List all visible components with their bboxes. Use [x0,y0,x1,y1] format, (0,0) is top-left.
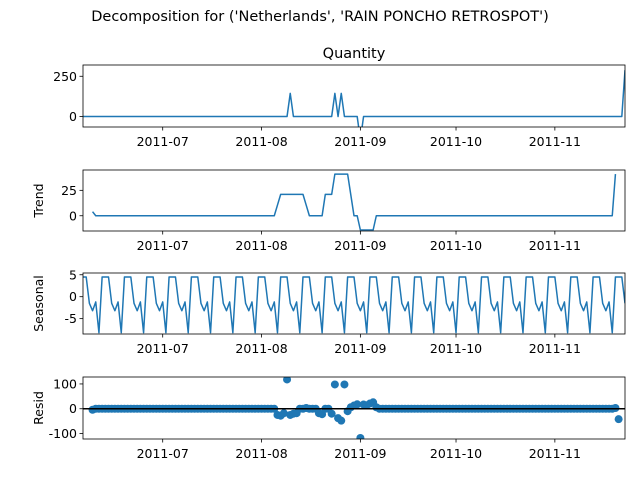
x-tick-label: 2011-07 [137,341,189,356]
axes-frame-trend [82,169,626,232]
x-tick-label: 2011-11 [529,134,581,149]
plot-area-seasonal [83,276,625,334]
panel-seasonal: -5 0 5 2011-07 2011-08 2011-09 2011-10 2011-11 S… [31,267,626,356]
panel-resid: -100 0 100 2011-07 2011-08 2011-09 2011-10 2011… [31,376,626,461]
x-tick-label: 2011-10 [430,238,482,253]
y-tick-label: 25 [61,183,77,198]
y-axis-label: Seasonal [31,275,46,332]
plot-area-quantity [83,70,625,127]
x-tick-label: 2011-09 [334,134,386,149]
resid-point [356,434,365,439]
x-tick-label: 2011-09 [334,341,386,356]
x-tick-label: 2011-08 [235,134,287,149]
y-tick-label: 100 [53,376,77,391]
y-tick-label: 5 [69,267,77,282]
resid-point [327,409,336,418]
resid-point [340,380,349,389]
y-tick-label: 0 [69,289,77,304]
resid-point [283,377,292,384]
seasonal-line [83,276,625,334]
x-tick-label: 2011-08 [235,446,287,461]
axes-title: Quantity [323,46,386,62]
axes-frame-resid [82,376,626,440]
x-tick-label: 2011-07 [137,134,189,149]
x-tick-label: 2011-09 [334,446,386,461]
axes-frame-quantity [82,64,626,128]
y-tick-label: 0 [69,401,77,416]
panel-trend: 0 25 2011-07 2011-08 2011-09 2011-10 2011-11 Tr… [31,169,626,253]
y-tick-label: 250 [53,69,77,84]
resid-point [279,409,288,418]
quantity-line [83,70,625,127]
x-tick-label: 2011-09 [334,238,386,253]
resid-point [614,415,623,424]
y-tick-label: -100 [49,426,77,441]
y-tick-label: -5 [65,311,77,326]
x-tick-label: 2011-11 [529,446,581,461]
y-tick-label: 0 [69,109,77,124]
plot-area-trend [91,173,617,231]
resid-point [337,416,346,425]
y-axis-label: Resid [31,391,46,425]
plot-area-resid [88,377,623,439]
y-tick-label: 0 [69,208,77,223]
x-tick-label: 2011-11 [529,238,581,253]
trend-line [91,173,617,231]
resid-point [353,400,362,409]
panel-quantity: 0 250 2011-07 2011-08 2011-09 2011-10 2011-11 Q… [53,46,626,149]
x-tick-label: 2011-08 [235,341,287,356]
resid-point [330,380,339,389]
x-tick-label: 2011-10 [430,134,482,149]
x-tick-label: 2011-07 [137,238,189,253]
x-tick-label: 2011-11 [529,341,581,356]
axes-frame-seasonal [82,272,626,335]
y-axis-label: Trend [31,183,46,218]
x-tick-label: 2011-10 [430,341,482,356]
figure-suptitle: Decomposition for ('Netherlands', 'RAIN … [91,9,549,25]
x-tick-label: 2011-08 [235,238,287,253]
x-tick-label: 2011-07 [137,446,189,461]
x-tick-label: 2011-10 [430,446,482,461]
